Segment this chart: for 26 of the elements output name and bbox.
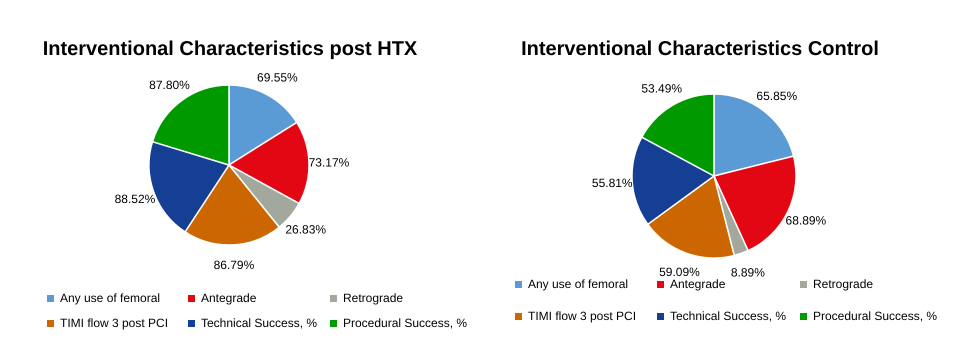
data-label: 68.89% [786, 213, 827, 228]
data-label: 53.49% [641, 82, 682, 96]
data-label: 55.81% [592, 176, 633, 190]
data-label: 26.83% [285, 222, 326, 236]
data-label: 73.17% [308, 155, 350, 170]
legend-label: Antegrade [201, 291, 257, 305]
legend-label: TIMI flow 3 post PCI [60, 316, 168, 330]
legend-label: Technical Success, % [670, 309, 786, 323]
chart-title: Interventional Characteristics post HTX [42, 38, 418, 60]
legend-label: Procedural Success, % [813, 309, 938, 323]
legend-label: Any use of femoral [60, 291, 160, 305]
data-label: 69.55% [257, 70, 298, 85]
legend-label: Any use of femoral [528, 277, 628, 291]
chart-title: Interventional Characteristics Control [521, 38, 879, 60]
legend-label: Antegrade [670, 277, 726, 291]
data-label: 59.09% [659, 265, 700, 280]
legend-label: Retrograde [343, 291, 404, 305]
data-label: 88.52% [114, 192, 156, 206]
data-label: 65.85% [756, 88, 798, 103]
data-label: 87.80% [149, 78, 190, 92]
data-label: 8.89% [730, 265, 766, 280]
data-label: 86.79% [214, 258, 255, 272]
legend-label: Technical Success, % [201, 316, 318, 330]
legend-label: Procedural Success, % [343, 316, 468, 330]
legend-label: TIMI flow 3 post PCI [528, 309, 636, 323]
legend-label: Retrograde [813, 277, 874, 291]
